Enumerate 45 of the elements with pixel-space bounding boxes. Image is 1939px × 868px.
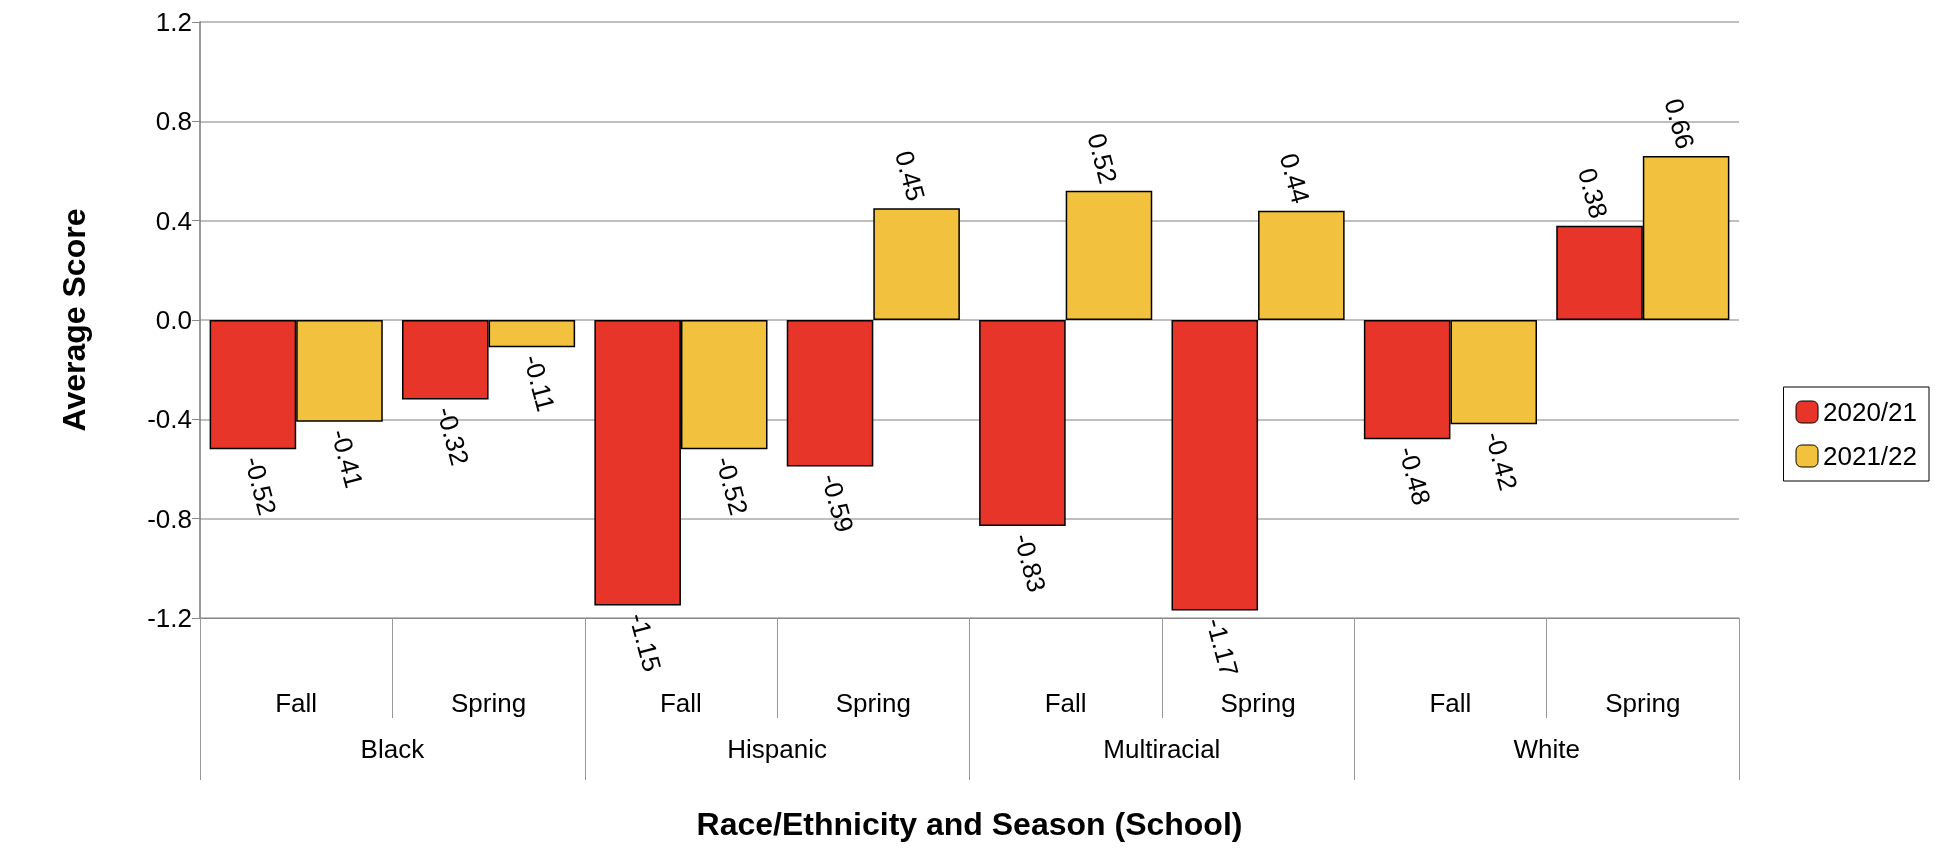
data-label: -0.32 — [430, 403, 476, 469]
data-label: 0.52 — [1081, 130, 1124, 187]
data-label: 0.66 — [1658, 95, 1701, 152]
x-tick-label: Spring — [1605, 688, 1681, 718]
data-label: 0.45 — [889, 147, 932, 205]
x-axis-title: Race/Ethnicity and Season (School) — [696, 806, 1243, 842]
data-label: 0.38 — [1571, 164, 1615, 222]
data-label: -1.17 — [1200, 614, 1245, 680]
x-tick-label: Fall — [275, 688, 318, 718]
data-label: -0.42 — [1479, 428, 1524, 494]
x-tick-label: Fall — [659, 688, 702, 718]
legend-label: 2020/21 — [1823, 397, 1917, 427]
x-tick-label: Spring — [1220, 688, 1296, 718]
data-label: -0.59 — [815, 470, 860, 536]
data-label: -0.83 — [1007, 530, 1053, 596]
x-tick-label: Fall — [1044, 688, 1087, 718]
x-tick-label: Spring — [835, 688, 911, 718]
data-label: -0.48 — [1392, 443, 1437, 509]
text: White — [1513, 734, 1580, 764]
y-tick-label: 0.8 — [155, 106, 192, 137]
y-tick-label: 1.2 — [155, 7, 192, 37]
data-label: -0.41 — [324, 425, 370, 491]
y-tick-label: 0.4 — [155, 205, 192, 236]
y-tick-label: -0.8 — [147, 503, 192, 534]
text: Black — [360, 734, 426, 764]
data-label: -0.52 — [238, 453, 283, 519]
bar — [873, 208, 960, 320]
bar — [1171, 320, 1259, 611]
data-label: -1.15 — [623, 609, 668, 675]
text: Hispanic — [727, 734, 827, 764]
y-tick-label: 0.0 — [155, 305, 192, 335]
text: Multiracial — [1103, 734, 1221, 764]
y-tick-label: -0.4 — [147, 404, 192, 435]
data-label: -0.52 — [709, 453, 755, 519]
legend-label: 2021/22 — [1823, 441, 1917, 471]
data-label: 0.44 — [1273, 149, 1316, 207]
bar — [1065, 190, 1153, 320]
x-tick-label: Spring — [450, 688, 527, 718]
y-tick-label: -1.2 — [147, 603, 192, 633]
bar — [786, 320, 874, 467]
bar — [1258, 210, 1345, 320]
bar — [979, 320, 1066, 527]
y-axis-title: Average Score — [56, 208, 92, 432]
x-tick-label: Fall — [1429, 688, 1472, 718]
data-label: -0.11 — [517, 351, 562, 415]
